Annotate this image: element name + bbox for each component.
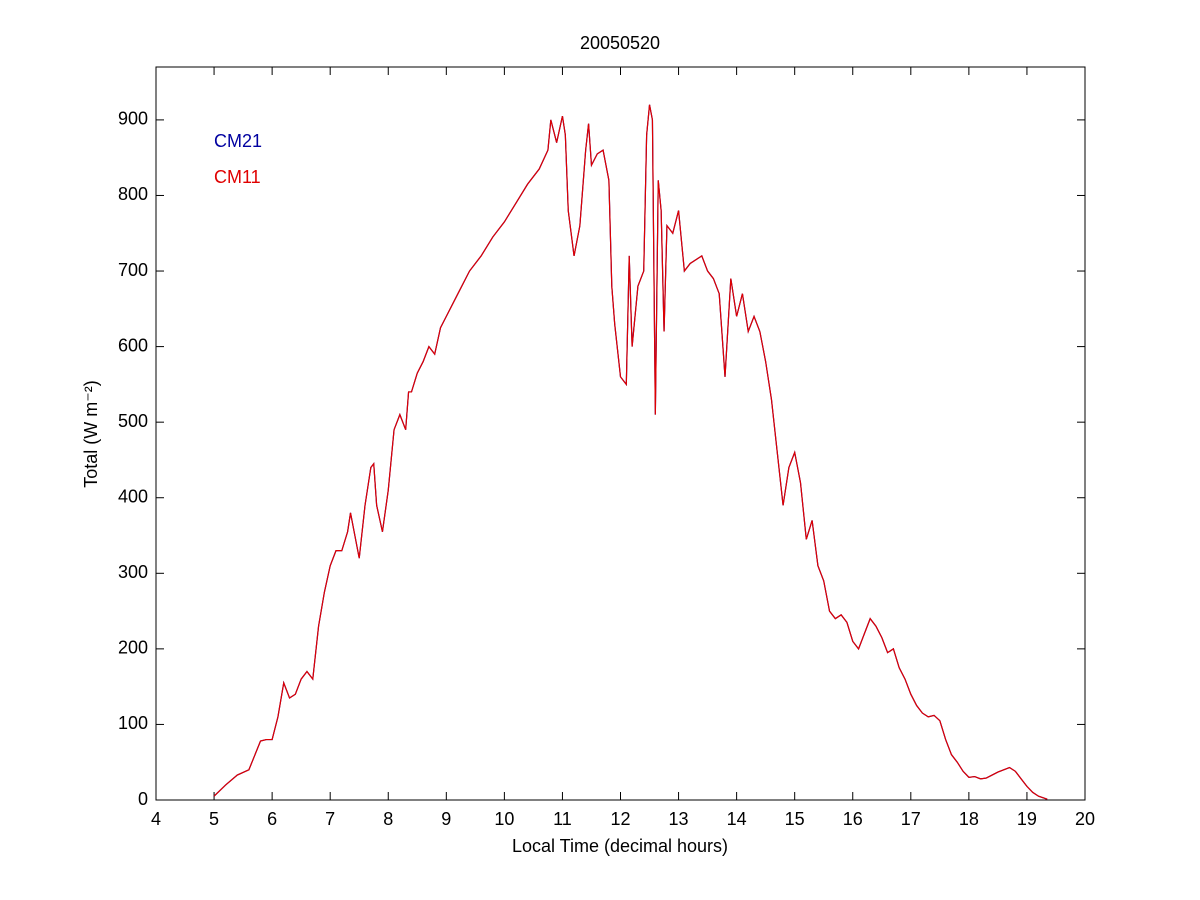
x-tick-label: 13 [669,809,689,829]
x-tick-label: 4 [151,809,161,829]
y-axis-label: Total (W m⁻²) [81,380,101,488]
y-tick-label: 300 [118,562,148,582]
x-tick-label: 18 [959,809,979,829]
x-tick-label: 10 [494,809,514,829]
x-tick-label: 12 [610,809,630,829]
x-tick-label: 8 [383,809,393,829]
y-tick-label: 600 [118,335,148,355]
x-tick-label: 9 [441,809,451,829]
plot-frame [155,66,1086,801]
x-tick-label: 6 [267,809,277,829]
x-tick-label: 5 [209,809,219,829]
legend-entry: CM11 [214,167,261,187]
x-axis-label: Local Time (decimal hours) [512,836,728,856]
x-tick-label: 14 [727,809,747,829]
y-tick-label: 800 [118,184,148,204]
y-tick-label: 700 [118,260,148,280]
y-tick-label: 200 [118,638,148,658]
x-tick-label: 17 [901,809,921,829]
x-tick-label: 7 [325,809,335,829]
y-tick-label: 100 [118,713,148,733]
x-tick-label: 16 [843,809,863,829]
legend-entry: CM21 [214,131,262,151]
x-tick-label: 11 [553,809,572,829]
data-line [213,104,1048,800]
x-tick-label: 15 [785,809,805,829]
y-tick-label: 400 [118,486,148,506]
y-tick-label: 900 [118,109,148,129]
chart-title: 20050520 [580,33,660,53]
y-tick-label: 500 [118,411,148,431]
y-tick-label: 0 [138,789,148,809]
x-tick-label: 20 [1075,809,1095,829]
x-tick-label: 19 [1017,809,1037,829]
